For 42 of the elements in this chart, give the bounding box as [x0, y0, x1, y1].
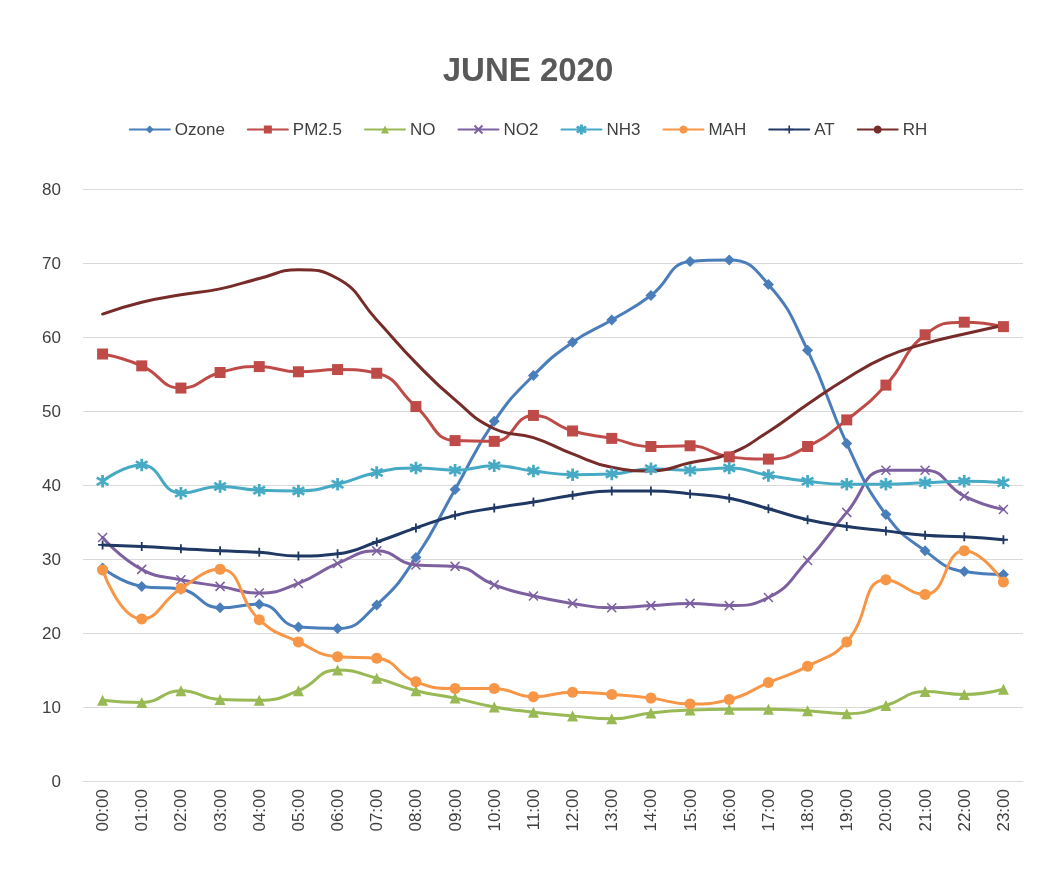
- x-tick-label: 02:00: [171, 789, 191, 832]
- x-tick-label: 20:00: [876, 789, 896, 832]
- x-tick-label: 03:00: [210, 789, 230, 832]
- x-tick-label: 19:00: [837, 789, 857, 832]
- legend-label: MAH: [708, 120, 747, 139]
- x-tick-label: 14:00: [641, 789, 661, 832]
- x-tick-label: 00:00: [93, 789, 113, 832]
- y-tick-label: 60: [42, 327, 61, 347]
- x-tick-label: 07:00: [367, 789, 387, 832]
- legend-label: NO2: [503, 120, 539, 139]
- y-tick-label: 20: [42, 623, 61, 643]
- legend-label: Ozone: [174, 120, 225, 139]
- x-tick-label: 04:00: [249, 789, 269, 832]
- y-tick-label: 70: [42, 253, 61, 273]
- x-tick-label: 13:00: [602, 789, 622, 832]
- x-tick-label: 05:00: [288, 789, 308, 832]
- x-tick-label: 18:00: [798, 789, 818, 832]
- chart-title: JUNE 2020: [442, 51, 614, 88]
- x-tick-label: 08:00: [406, 789, 426, 832]
- y-tick-label: 80: [42, 179, 61, 199]
- legend-label: PM2.5: [292, 120, 342, 139]
- y-tick-label: 30: [42, 549, 61, 569]
- x-tick-label: 22:00: [954, 789, 974, 832]
- x-tick-label: 10:00: [484, 789, 504, 832]
- legend-label: RH: [902, 120, 928, 139]
- x-tick-label: 15:00: [680, 789, 700, 832]
- x-tick-label: 23:00: [993, 789, 1013, 832]
- x-tick-label: 09:00: [445, 789, 465, 832]
- x-tick-label: 17:00: [758, 789, 778, 832]
- x-tick-label: 16:00: [719, 789, 739, 832]
- legend-label: NH3: [606, 120, 641, 139]
- legend-label: AT: [814, 120, 835, 139]
- y-tick-label: 50: [42, 401, 61, 421]
- x-tick-label: 11:00: [523, 789, 543, 831]
- x-tick-label: 12:00: [563, 789, 583, 832]
- y-tick-label: 0: [51, 771, 61, 791]
- x-tick-label: 21:00: [915, 789, 935, 832]
- legend-label: NO: [409, 120, 436, 139]
- x-tick-label: 06:00: [328, 789, 348, 832]
- y-tick-label: 40: [42, 475, 61, 495]
- x-tick-label: 01:00: [132, 789, 152, 832]
- y-tick-label: 10: [42, 697, 61, 717]
